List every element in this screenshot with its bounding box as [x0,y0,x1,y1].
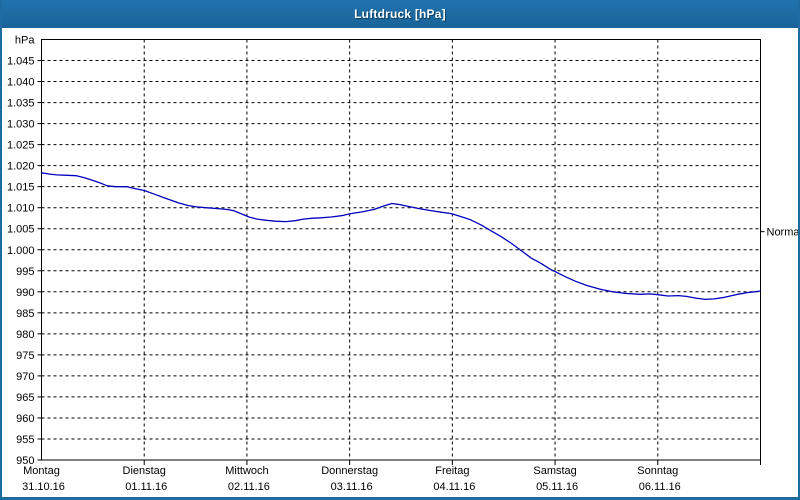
x-day-label: Samstag [533,465,576,477]
y-tick-label: 960 [16,413,34,425]
x-day-label: Montag [23,465,60,477]
x-day-label: Mittwoch [225,465,268,477]
y-tick-label: 975 [16,350,34,362]
chart-area: 1.045 1.040 1.035 1.030 1.025 1.020 1.015 1.010… [2,28,798,497]
y-tick-label: 980 [16,329,34,341]
y-tick-label: 1.010 [7,203,35,215]
y-tick-label: 970 [16,371,34,383]
y-axis-unit-label: hPa [15,35,35,47]
x-day-label: Donnerstag [321,465,378,477]
y-tick-label: 995 [16,266,34,278]
y-tick-label: 985 [16,308,34,320]
x-date-label: 31.10.16 [22,481,65,493]
x-date-label: 01.11.16 [125,481,167,493]
normal-label: Normal [767,227,799,239]
y-tick-label: 1.045 [7,56,35,68]
window-titlebar[interactable]: Luftdruck [hPa] [2,0,798,28]
y-tick-label: 1.015 [7,182,35,194]
x-date-label: 06.11.16 [639,481,681,493]
y-tick-label: 1.000 [7,245,35,257]
pressure-line [40,172,762,301]
y-tick-label: 1.035 [7,98,35,110]
y-tick-label: 1.025 [7,140,35,152]
x-date-label: 02.11.16 [228,481,270,493]
y-tick-label: 965 [16,392,34,404]
y-tick-label: 950 [16,455,34,467]
x-day-label: Freitag [435,465,469,477]
y-tick-label: 990 [16,287,34,299]
x-date-label: 03.11.16 [331,481,373,493]
x-date-label: 05.11.16 [536,481,578,493]
pressure-chart: 1.045 1.040 1.035 1.030 1.025 1.020 1.015 1.010… [7,35,799,494]
x-day-label: Sonntag [637,465,678,477]
x-date-label: 04.11.16 [433,481,475,493]
window-title: Luftdruck [hPa] [354,7,446,21]
plot-frame [41,39,761,461]
y-tick-label: 1.005 [7,224,35,236]
y-tick-label: 955 [16,434,34,446]
y-tick-label: 1.020 [7,161,35,173]
y-tick-label: 1.040 [7,77,35,89]
y-tick-label: 1.030 [7,119,35,131]
x-day-label: Dienstag [123,465,166,477]
